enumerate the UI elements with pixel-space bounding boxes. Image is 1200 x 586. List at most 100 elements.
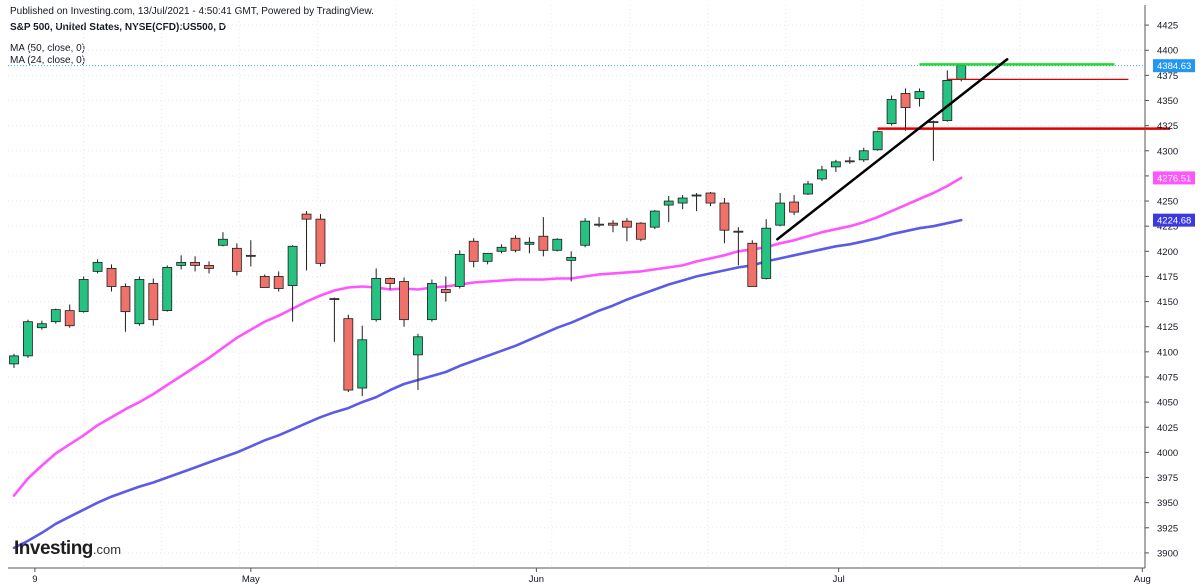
- candle-body: [426, 283, 437, 321]
- candle-body: [343, 318, 354, 391]
- y-tick-label: 4025: [1157, 423, 1178, 434]
- candle: [817, 165, 827, 181]
- candle: [747, 240, 758, 287]
- candle-body: [830, 161, 841, 168]
- candle: [566, 251, 577, 282]
- candle-body: [928, 121, 939, 124]
- candle: [454, 250, 465, 289]
- candle: [385, 277, 396, 290]
- candle-body: [301, 213, 312, 220]
- candle: [106, 264, 117, 292]
- candle-body: [775, 202, 786, 226]
- candle: [524, 237, 535, 254]
- last-price-label-text: 4384.63: [1157, 61, 1191, 72]
- candle: [538, 217, 549, 257]
- candle-body: [677, 197, 688, 204]
- candle: [343, 314, 354, 393]
- candle-body: [510, 237, 521, 251]
- candle: [677, 195, 688, 210]
- last-price-label-bg: [1153, 59, 1195, 73]
- y-tick-label: 4100: [1157, 347, 1178, 358]
- y-tick-label: 4175: [1157, 272, 1178, 283]
- candle-body: [608, 222, 618, 226]
- candles: [9, 63, 967, 397]
- candle: [635, 222, 646, 242]
- candle: [413, 333, 423, 391]
- candle-body: [844, 160, 855, 163]
- candle-body: [106, 268, 117, 287]
- drawings: [8, 58, 1171, 241]
- candle: [594, 217, 604, 228]
- candle-body: [92, 261, 103, 272]
- candle: [245, 240, 256, 267]
- x-tick-label: Aug: [1134, 574, 1151, 585]
- ma24-legend[interactable]: MA (24, close, 0): [10, 55, 86, 66]
- candle: [357, 325, 368, 397]
- candle-body: [357, 339, 368, 389]
- candle: [928, 120, 939, 161]
- candle: [426, 279, 437, 322]
- candle: [649, 210, 660, 230]
- candle-body: [78, 279, 89, 313]
- candle-body: [761, 227, 772, 279]
- candle: [92, 259, 103, 274]
- y-tick-label: 3925: [1157, 523, 1178, 534]
- candle-body: [552, 238, 563, 251]
- candle-body: [482, 252, 493, 262]
- x-tick-label: May: [242, 574, 260, 585]
- candle-body: [134, 279, 145, 325]
- candle-body: [942, 80, 953, 122]
- grid: [8, 5, 1145, 568]
- candle-body: [789, 201, 799, 213]
- y-tick-label: 3900: [1157, 548, 1178, 559]
- candle: [301, 211, 312, 271]
- candle: [259, 274, 270, 288]
- candle: [50, 308, 61, 324]
- ma50-value-label-text: 4224.68: [1157, 216, 1191, 227]
- candle-body: [635, 222, 646, 240]
- candle: [440, 276, 451, 302]
- logo-domain: .com: [92, 542, 122, 557]
- candle: [218, 232, 228, 247]
- symbol-title: S&P 500, United States, NYSE(CFD):US500,…: [10, 22, 226, 33]
- candle-body: [231, 247, 242, 272]
- candle-body: [956, 64, 967, 80]
- ma24-value-label-bg: [1153, 171, 1195, 185]
- candle: [64, 304, 75, 328]
- ma50-legend[interactable]: MA (50, close, 0): [10, 43, 86, 54]
- candle: [23, 319, 33, 358]
- y-tick-label: 4400: [1157, 46, 1178, 57]
- candle: [371, 268, 382, 322]
- y-tick-label: 4300: [1157, 146, 1178, 157]
- candle-body: [649, 210, 660, 228]
- ma50-line: [12, 218, 963, 550]
- trendline: [776, 58, 1009, 241]
- candle: [315, 214, 326, 267]
- x-tick-label: Jun: [529, 574, 544, 585]
- candle: [886, 95, 897, 126]
- logo-main: Investing: [14, 538, 93, 559]
- investing-logo: Investing.com: [14, 538, 121, 560]
- candle: [496, 244, 507, 254]
- candle-body: [50, 309, 61, 323]
- x-tick-label: 9: [32, 574, 37, 585]
- candle-body: [538, 235, 549, 251]
- y-tick-label: 4425: [1157, 21, 1178, 32]
- candle: [148, 278, 159, 326]
- candle: [858, 147, 869, 162]
- candle: [287, 245, 298, 322]
- candle: [830, 159, 841, 172]
- candle: [204, 261, 214, 274]
- candle-body: [496, 246, 507, 252]
- candle: [622, 218, 632, 242]
- candle-body: [176, 261, 187, 266]
- ma50-value-label: 4224.68: [1153, 213, 1195, 227]
- y-tick-label: 4225: [1157, 222, 1178, 233]
- candle: [78, 276, 89, 313]
- candle-body: [594, 223, 604, 226]
- candle-body: [190, 261, 200, 266]
- candle-body: [273, 276, 284, 289]
- candle: [872, 130, 883, 151]
- y-tick-label: 4375: [1157, 71, 1178, 82]
